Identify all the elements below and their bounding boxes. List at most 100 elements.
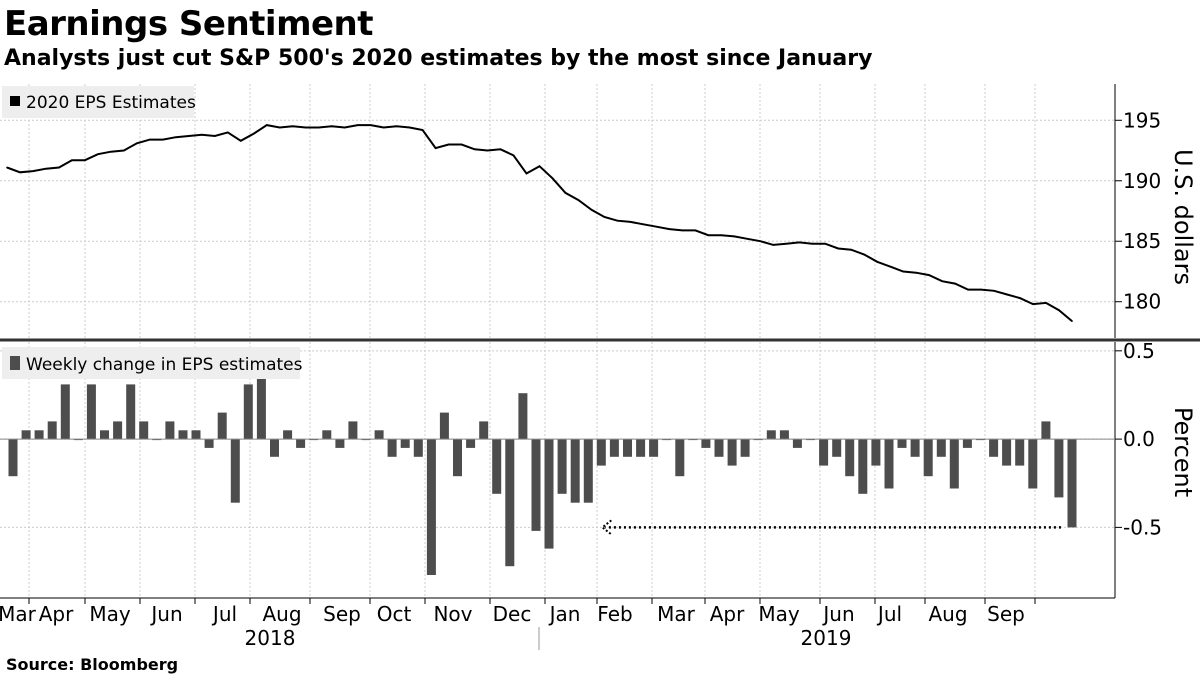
eps-line-point xyxy=(227,131,229,134)
weekly-change-bar xyxy=(531,439,541,531)
eps-line-point xyxy=(421,129,424,131)
weekly-change-bar xyxy=(21,430,31,440)
x-month-label: Jun xyxy=(149,602,182,626)
eps-line-point xyxy=(19,171,21,174)
eps-line-point xyxy=(253,132,255,135)
eps-line-point xyxy=(525,172,528,175)
x-month-label: Jun xyxy=(821,602,854,626)
weekly-change-bar xyxy=(296,439,306,448)
bottom-y-tick-label: -0.5 xyxy=(1123,515,1162,539)
x-month-label: Dec xyxy=(493,602,532,626)
eps-line-point xyxy=(616,219,619,222)
eps-line-point xyxy=(876,261,878,263)
weekly-change-bar xyxy=(1002,439,1012,466)
weekly-change-bar xyxy=(1041,421,1051,440)
x-month-label: Mar xyxy=(0,602,37,626)
weekly-change-bar xyxy=(322,430,332,440)
weekly-change-bar xyxy=(1015,439,1025,466)
weekly-change-bar xyxy=(609,439,619,457)
eps-line-point xyxy=(798,241,801,244)
eps-line-point xyxy=(408,126,411,129)
eps-line-point xyxy=(136,142,138,145)
weekly-change-bar xyxy=(348,421,358,440)
x-month-label: May xyxy=(758,602,800,626)
weekly-change-bar xyxy=(466,439,476,448)
eps-line-point xyxy=(837,247,839,250)
eps-line-point xyxy=(668,228,671,230)
weekly-change-bar xyxy=(557,439,567,494)
bottom-y-tick-label: 0.5 xyxy=(1123,339,1155,363)
eps-line-point xyxy=(240,140,242,142)
eps-line-point xyxy=(980,288,982,291)
eps-line-point xyxy=(538,165,541,167)
top-legend-swatch xyxy=(10,96,20,106)
eps-line-point xyxy=(1071,320,1073,322)
eps-line-point xyxy=(967,288,969,291)
weekly-change-bar xyxy=(910,439,920,457)
eps-line-point xyxy=(759,240,762,242)
eps-line-point xyxy=(278,126,281,129)
weekly-change-bar xyxy=(649,439,659,457)
eps-line-point xyxy=(564,192,567,194)
eps-line-point xyxy=(58,166,60,169)
eps-line-point xyxy=(123,149,125,152)
eps-line-point xyxy=(369,124,372,126)
eps-line-point xyxy=(71,159,73,161)
weekly-change-bar xyxy=(596,439,606,466)
weekly-change-bar xyxy=(139,421,149,440)
eps-line-point xyxy=(447,143,450,146)
eps-line-point xyxy=(720,234,723,236)
weekly-change-bar xyxy=(335,439,345,448)
eps-line-point xyxy=(1045,302,1047,304)
eps-line-point xyxy=(356,124,359,126)
eps-estimate-line xyxy=(6,124,1073,322)
eps-line-point xyxy=(266,124,268,126)
eps-line-point xyxy=(214,135,216,137)
weekly-change-bar xyxy=(871,439,881,466)
weekly-change-bar xyxy=(230,439,240,503)
weekly-change-bar xyxy=(949,439,959,489)
weekly-change-bar xyxy=(60,384,70,440)
weekly-change-bar xyxy=(714,439,724,457)
weekly-change-bar xyxy=(518,393,528,440)
eps-line-point xyxy=(551,177,554,180)
weekly-change-bar xyxy=(47,421,57,440)
weekly-change-bar xyxy=(426,439,436,575)
weekly-change-bar xyxy=(989,439,999,457)
eps-line-point xyxy=(6,166,8,169)
weekly-change-bar xyxy=(740,439,750,457)
weekly-change-bar xyxy=(884,439,894,489)
eps-line-point xyxy=(577,199,580,201)
bottom-y-tick-label: 0.0 xyxy=(1123,427,1155,451)
weekly-change-bar xyxy=(34,430,44,440)
weekly-change-bar xyxy=(113,421,123,440)
eps-line-point xyxy=(1032,303,1034,305)
weekly-change-bar xyxy=(819,439,829,466)
weekly-change-bar xyxy=(191,430,201,440)
eps-line-point xyxy=(863,253,865,256)
eps-line-point xyxy=(291,125,294,128)
weekly-change-bar xyxy=(936,439,946,457)
bottom-legend-box xyxy=(2,347,300,379)
eps-line-point xyxy=(642,223,645,226)
eps-line-point xyxy=(603,216,606,218)
eps-line-point xyxy=(993,290,995,292)
eps-line-point xyxy=(32,170,34,172)
top-y-tick-label: 185 xyxy=(1123,229,1161,253)
eps-line-point xyxy=(434,147,437,149)
chart-title: Earnings Sentiment xyxy=(4,4,374,44)
weekly-change-bar xyxy=(453,439,462,477)
weekly-change-bar xyxy=(897,439,907,448)
eps-line-point xyxy=(889,265,891,268)
x-month-label: Oct xyxy=(377,602,412,626)
weekly-change-bar xyxy=(100,430,109,440)
weekly-change-bar xyxy=(413,439,423,457)
eps-line-point xyxy=(382,126,385,129)
eps-line-point xyxy=(473,148,476,151)
eps-line-point xyxy=(343,126,346,129)
top-y-axis-label: U.S. dollars xyxy=(1169,149,1197,285)
weekly-change-bar xyxy=(792,439,802,448)
x-month-label: Apr xyxy=(710,602,745,626)
weekly-change-bar xyxy=(165,421,175,440)
weekly-change-bar xyxy=(374,430,384,440)
